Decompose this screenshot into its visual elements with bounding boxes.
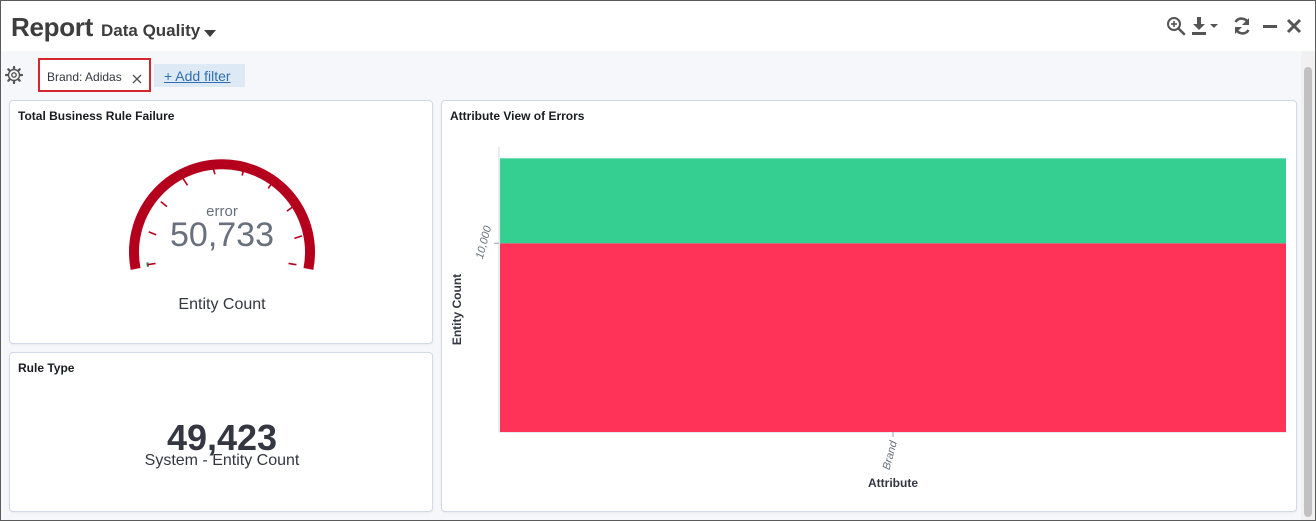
metric-value: 49,423: [166, 417, 278, 458]
page-title: Report: [11, 12, 93, 42]
scrollbar-thumb[interactable]: [1304, 67, 1312, 517]
filter-bar: Brand: Adidas + Add filter: [1, 57, 1301, 93]
filter-label: Brand: Adidas: [47, 70, 122, 84]
y-tick-label: 10,000: [474, 224, 495, 260]
gauge-sublabel: Entity Count: [178, 296, 266, 313]
gauge-arc: [129, 159, 315, 270]
report-selector[interactable]: Data Quality: [101, 21, 201, 40]
bar-segment: [500, 243, 1286, 432]
x-tick-label: Brand: [881, 439, 900, 471]
gauge-chart: [129, 159, 315, 270]
attribute-errors-panel: Attribute View of Errors Brand 10,000 Enti…: [441, 100, 1297, 512]
y-axis-title: Entity Count: [450, 274, 464, 345]
gauge-label: error: [206, 203, 238, 220]
add-filter-button[interactable]: + Add filter: [154, 64, 245, 87]
panel-title: Rule Type: [18, 361, 75, 375]
remove-filter-icon[interactable]: [132, 71, 142, 84]
caret-down-icon[interactable]: [204, 30, 216, 37]
minimize-icon[interactable]: [1259, 15, 1281, 37]
gauge-ticks: [147, 166, 303, 266]
gear-icon[interactable]: [4, 65, 24, 85]
total-rule-failure-panel: Total Business Rule Failure error 50,733…: [9, 100, 433, 344]
panel-title: Attribute View of Errors: [450, 109, 585, 123]
zoom-icon[interactable]: [1165, 15, 1187, 37]
download-icon[interactable]: [1191, 15, 1219, 37]
refresh-icon[interactable]: [1231, 15, 1253, 37]
gauge-value: 50,733: [170, 216, 274, 254]
panel-title: Total Business Rule Failure: [18, 109, 175, 123]
close-icon[interactable]: [1283, 15, 1305, 37]
scrollbar[interactable]: [1301, 51, 1315, 520]
rule-type-panel: Rule Type 49,423 System - Entity Count: [9, 352, 433, 512]
report-header: Report Data Quality: [1, 1, 1315, 51]
attribute-errors-chart: Brand 10,000 Entity Count Attribute: [450, 147, 1287, 490]
metric-label: System - Entity Count: [144, 452, 300, 469]
bar-segment: [500, 158, 1286, 244]
filter-pill-brand[interactable]: Brand: Adidas: [38, 58, 151, 92]
x-axis-title: Attribute: [868, 476, 918, 490]
